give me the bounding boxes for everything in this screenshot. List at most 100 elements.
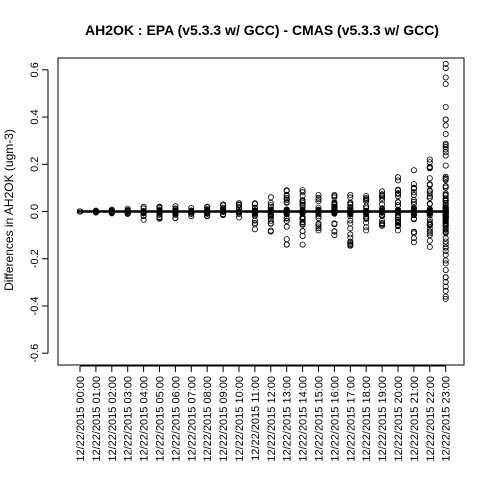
data-point [410, 167, 417, 174]
data-point [299, 200, 306, 207]
data-point [442, 162, 449, 169]
data-point [394, 220, 401, 227]
data-point [442, 235, 449, 242]
data-point [283, 236, 290, 243]
data-point [394, 177, 401, 184]
data-point [156, 215, 163, 222]
data-point [410, 200, 417, 207]
x-axis: 12/22/2015 00:00 12/22/2015 01:00 12/22/20… [75, 365, 453, 462]
x-tick-label: 12/22/2015 11:00 [250, 376, 262, 461]
data-point [442, 184, 449, 191]
data-point [267, 217, 274, 224]
data-point [140, 216, 147, 223]
data-point [442, 65, 449, 72]
data-point [251, 221, 258, 228]
data-point [442, 191, 449, 198]
data-point [315, 225, 322, 232]
data-point [442, 244, 449, 251]
data-point [410, 181, 417, 188]
y-tick-label: 0.4 [29, 109, 41, 124]
data-point [442, 152, 449, 159]
data-point [363, 195, 370, 202]
data-point [442, 122, 449, 129]
data-point [394, 174, 401, 181]
data-point [394, 190, 401, 197]
y-axis: -0.6 -0.4 -0.2 0.0 0.2 0.4 0.6 [29, 62, 49, 363]
data-point [267, 194, 274, 201]
data-point [283, 223, 290, 230]
x-tick-label: 12/22/2015 05:00 [155, 376, 167, 462]
data-point [363, 219, 370, 226]
x-tick-label: 12/22/2015 23:00 [441, 376, 453, 462]
data-point [299, 187, 306, 194]
x-tick-label: 12/22/2015 01:00 [91, 376, 103, 462]
data-point [442, 295, 449, 302]
data-point [410, 235, 417, 242]
data-point [426, 243, 433, 250]
data-point [283, 187, 290, 194]
data-point [442, 274, 449, 281]
x-tick-label: 12/22/2015 13:00 [282, 376, 294, 462]
data-point [379, 219, 386, 226]
x-tick-label: 12/22/2015 22:00 [425, 376, 437, 462]
data-point [251, 219, 258, 226]
data-point [394, 187, 401, 194]
data-point [426, 181, 433, 188]
data-point [442, 60, 449, 67]
data-point [347, 231, 354, 238]
data-point [331, 200, 338, 207]
data-point [442, 214, 449, 221]
data-point [283, 199, 290, 206]
data-point [442, 197, 449, 204]
data-point [394, 221, 401, 228]
data-point [442, 230, 449, 237]
data-point [379, 221, 386, 228]
data-point [347, 217, 354, 224]
data-point [442, 199, 449, 206]
data-point [394, 198, 401, 205]
data-point [188, 213, 195, 220]
data-point [442, 238, 449, 245]
data-point [363, 196, 370, 203]
data-point [140, 212, 147, 219]
data-point [410, 185, 417, 192]
data-point [426, 200, 433, 207]
data-point [299, 189, 306, 196]
plot-area [57, 57, 465, 366]
data-point [426, 175, 433, 182]
data-point [347, 200, 354, 207]
data-point [442, 183, 449, 190]
data-point [442, 222, 449, 229]
data-point [315, 191, 322, 198]
data-point [426, 218, 433, 225]
data-point [363, 227, 370, 234]
data-point [426, 193, 433, 200]
data-point [410, 189, 417, 196]
x-tick-label: 12/22/2015 16:00 [329, 376, 341, 462]
y-tick-label: 0.0 [29, 204, 41, 219]
data-point [426, 228, 433, 235]
data-point [235, 204, 242, 211]
data-point [331, 194, 338, 201]
data-point [442, 251, 449, 258]
y-tick-label: -0.6 [29, 344, 41, 363]
data-point [283, 191, 290, 198]
data-point [363, 224, 370, 231]
data-point [442, 143, 449, 150]
data-point [315, 227, 322, 234]
data-point [283, 241, 290, 248]
data-point [379, 192, 386, 199]
x-tick-label: 12/22/2015 19:00 [377, 376, 389, 462]
data-points [77, 60, 449, 302]
x-tick-label: 12/22/2015 09:00 [218, 376, 230, 462]
data-point [426, 165, 433, 172]
data-point [442, 177, 449, 184]
data-point [442, 247, 449, 254]
data-point [442, 81, 449, 88]
data-point [347, 191, 354, 198]
x-tick-label: 12/22/2015 06:00 [170, 376, 182, 462]
data-point [331, 221, 338, 228]
y-tick-label: -0.4 [29, 296, 41, 315]
data-point [426, 232, 433, 239]
data-point [267, 227, 274, 234]
